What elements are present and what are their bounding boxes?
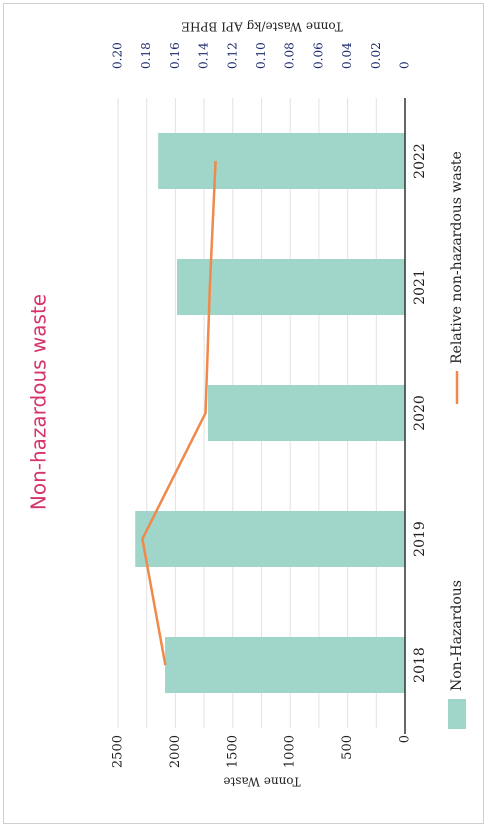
y2-tick-label: 0.18: [139, 42, 153, 69]
y-tick-label: 2000: [168, 735, 183, 768]
y2-tick-label: 0.08: [283, 42, 297, 69]
bar: [158, 133, 405, 189]
y2-axis-label: Tonne Waste/kg API BPHE: [181, 20, 342, 34]
bar: [135, 511, 405, 567]
y2-tick-label: 0.10: [254, 42, 268, 69]
bar: [208, 385, 405, 441]
y2-tick-label: 0.20: [111, 42, 125, 69]
bar: [177, 259, 405, 315]
y2-tick-label: 0.04: [340, 42, 354, 69]
y-tick-label: 1500: [225, 735, 240, 768]
y2-tick-label: 0.16: [168, 42, 182, 69]
chart-title: Non-hazardous waste: [27, 294, 51, 510]
y2-tick-label: 0.06: [311, 42, 325, 69]
y-tick-label: 0: [398, 735, 413, 743]
y2-tick-label: 0.02: [369, 42, 383, 69]
y-tick-label: 1000: [283, 735, 298, 768]
legend-swatch: [448, 699, 466, 729]
y-axis-label: Tonne Waste: [223, 775, 300, 789]
y2-tick-label: 0.12: [225, 42, 239, 69]
x-tick-label: 2020: [412, 395, 428, 431]
legend-label: Relative non-hazardous waste: [449, 151, 465, 364]
y-tick-label: 2500: [111, 735, 126, 768]
legend-label: Non-Hazardous: [449, 580, 465, 691]
x-tick-label: 2018: [412, 647, 428, 683]
x-tick-label: 2021: [412, 269, 428, 305]
bar: [165, 637, 405, 693]
y-tick-label: 500: [340, 735, 355, 760]
y2-tick-label: 0: [398, 61, 412, 69]
frame: [3, 3, 484, 824]
x-tick-label: 2019: [412, 521, 428, 557]
line: [141, 160, 217, 666]
y2-tick-label: 0.14: [197, 42, 211, 69]
x-tick-label: 2022: [412, 143, 428, 179]
